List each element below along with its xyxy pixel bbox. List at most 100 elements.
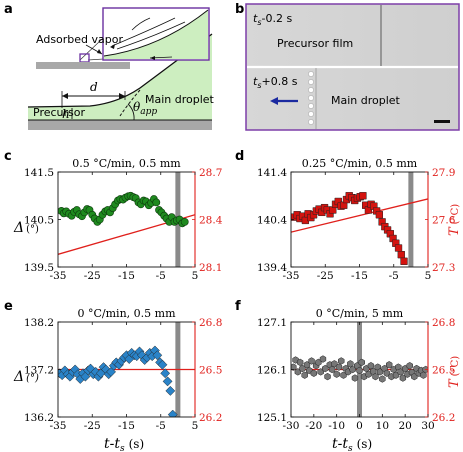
data-point (394, 244, 403, 252)
liquid-body (28, 34, 212, 120)
y-tick-label: 137.2 (24, 365, 54, 377)
data-point (157, 359, 168, 370)
chart-title: 0.25 °C/min, 0.5 mm (302, 157, 418, 170)
y2-tick-label: 28.7 (199, 167, 222, 179)
x-tick-label: -30 (283, 420, 300, 432)
main-droplet-micro-label: Main droplet (331, 94, 401, 107)
y-tick-label: 125.1 (257, 412, 287, 424)
data-point (338, 357, 345, 365)
chart-title: 0 °C/min, 0.5 mm (78, 307, 177, 320)
y-tick-label: 141.4 (257, 167, 287, 179)
x-tick-label: -25 (84, 420, 101, 432)
data-point (420, 371, 427, 379)
angle-arc (127, 103, 135, 121)
y2-tick-label: 26.8 (199, 317, 222, 329)
x-tick-label: -20 (305, 420, 322, 432)
data-point (319, 355, 327, 363)
data-point (152, 350, 163, 361)
x-label-left: t-ts (s) (104, 436, 144, 452)
x-tick-label: 20 (398, 420, 411, 432)
x-tick-label: -5 (389, 270, 399, 282)
data-point (296, 358, 304, 367)
chart-f: 0 °C/min, 5 mm -30 -20 -10 0 10 20 30 125.1 126.1… (257, 307, 455, 432)
data-point (406, 362, 413, 370)
x-tick-label: -35 (283, 270, 300, 282)
svg-text:T(°C): T(°C) (447, 356, 462, 388)
y2-tick-label: 26.2 (432, 412, 455, 424)
y2-label-T-bottom: T(°C) (447, 356, 462, 388)
data-point (152, 198, 161, 207)
y-tick-label: 136.2 (24, 412, 54, 424)
zoom-inset (102, 7, 210, 61)
panel-label-e: e (4, 299, 13, 314)
x-label-right: t-ts (s) (332, 436, 372, 452)
y2-tick-label: 27.9 (432, 167, 455, 179)
y-tick-label: 140.5 (24, 215, 54, 227)
x-tick-label: -10 (328, 420, 345, 432)
y2-tick-label: 26.5 (199, 365, 222, 377)
data-point (359, 192, 367, 200)
data-point (372, 372, 379, 381)
x-tick-label: -15 (118, 420, 135, 432)
theta-app-label: θapp (133, 100, 157, 117)
y2-tick-label: 26.2 (199, 412, 222, 424)
y-tick-label: 140.4 (257, 215, 287, 227)
x-tick-label: -5 (156, 420, 166, 432)
x-tick-label: -15 (351, 270, 368, 282)
onset-line (408, 172, 414, 267)
x-tick-label: -25 (84, 270, 101, 282)
data-point (328, 365, 336, 374)
panel-label-f: f (235, 299, 241, 314)
inset-substrate (36, 62, 130, 69)
apparent-angle-dash (119, 89, 141, 117)
panel-label-a: a (4, 2, 13, 17)
y-tick-label: 138.2 (24, 317, 54, 329)
x-tick-label: 10 (376, 420, 389, 432)
data-point (400, 257, 408, 265)
y-label-delta-top: Δ (°) (13, 220, 39, 236)
chart-d: 0.25 °C/min, 0.5 mm -35 -25 -15 -5 5 139.4 140.… (257, 157, 456, 282)
y2-tick-label: 26.8 (432, 317, 455, 329)
data-point (375, 211, 384, 219)
y-label-delta-bottom: Δ (°) (13, 369, 39, 385)
chart-title: 0.5 °C/min, 0.5 mm (72, 157, 181, 170)
y2-tick-label: 27.3 (432, 262, 455, 274)
main-droplet-label: Main droplet (145, 93, 215, 106)
x-tick-label: 5 (425, 270, 432, 282)
data-point (324, 372, 331, 381)
time-label-bottom: ts+0.8 s (253, 75, 298, 90)
zoom-box (79, 53, 90, 63)
y2-tick-label: 27.6 (432, 215, 456, 227)
chart-title: 0 °C/min, 5 mm (316, 307, 404, 320)
data-point (358, 358, 365, 367)
x-tick-label: -5 (156, 270, 166, 282)
data-point (356, 366, 363, 375)
y-tick-label: 127.1 (257, 317, 287, 329)
data-point (310, 369, 318, 377)
x-tick-label: -25 (317, 270, 334, 282)
adsorbed-vapor-label: Adsorbed vapor (36, 33, 123, 46)
h-label: h (62, 107, 70, 121)
y2-tick-label: 28.1 (199, 262, 222, 274)
data-point (301, 371, 308, 379)
y-tick-label: 141.5 (24, 167, 54, 179)
data-point (351, 374, 359, 382)
data-point (397, 251, 405, 259)
droplet-front-beads (308, 71, 314, 125)
data-point (162, 376, 173, 387)
substrate (28, 120, 212, 130)
data-point (308, 357, 315, 365)
time-label-top: ts-0.2 s (253, 12, 292, 27)
data-point (160, 368, 171, 379)
data-point (385, 361, 393, 369)
data-point (167, 409, 178, 417)
x-tick-label: 5 (192, 420, 199, 432)
data-point (335, 363, 343, 371)
x-tick-label: 0 (356, 420, 363, 432)
chart-c: 0.5 °C/min, 0.5 mm -35 -25 -15 -5 5 139.5 140.5… (24, 157, 223, 282)
x-tick-label: -35 (50, 270, 67, 282)
data-point (165, 385, 176, 396)
arrow-head-icon (270, 97, 278, 105)
precursor-label: Precursor (33, 106, 85, 119)
